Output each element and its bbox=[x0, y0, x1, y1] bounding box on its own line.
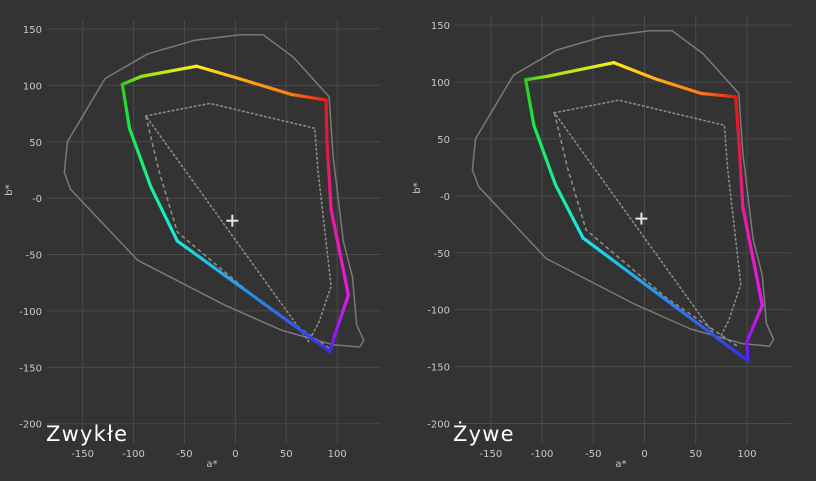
gamut-segment bbox=[140, 64, 199, 78]
gamut-segment bbox=[233, 75, 293, 97]
grid bbox=[47, 20, 381, 444]
dashed-gamut-outline bbox=[553, 112, 740, 348]
x-tick-label: -150 bbox=[480, 449, 503, 460]
gamut-segment bbox=[745, 303, 764, 344]
x-tick-label: -100 bbox=[531, 449, 554, 460]
gamut-segment bbox=[553, 182, 585, 240]
y-tick-label: -100 bbox=[19, 307, 42, 318]
y-tick-label: -100 bbox=[427, 306, 450, 317]
x-tick-label: 100 bbox=[328, 449, 347, 460]
gamut-segment bbox=[328, 335, 336, 354]
gamut-segment bbox=[289, 92, 328, 102]
x-tick-label: 0 bbox=[232, 449, 238, 460]
gamut-segment bbox=[737, 137, 745, 209]
grid bbox=[455, 16, 791, 444]
gamut-segment bbox=[741, 205, 764, 307]
y-tick-label: -150 bbox=[427, 363, 450, 374]
panel-label: Żywe bbox=[453, 421, 515, 446]
x-tick-label: 50 bbox=[280, 449, 293, 460]
reference-gamut-outline bbox=[471, 30, 775, 347]
reference-gamut-outline bbox=[63, 33, 365, 348]
gamut-segment bbox=[325, 140, 333, 212]
y-tick-label: 150 bbox=[431, 21, 450, 32]
y-tick-label: 50 bbox=[29, 138, 42, 149]
x-tick-label: 0 bbox=[641, 449, 647, 460]
chart-panel-2: -150 -100 -50 0 50 100 150 100 50 -0 -50 -100 -150 -2… bbox=[412, 16, 791, 470]
gamut-segment bbox=[734, 95, 741, 141]
gamut-segment bbox=[745, 339, 750, 363]
panel-label: Zwykłe bbox=[46, 422, 128, 446]
gamut-segment bbox=[581, 236, 750, 363]
x-tick-label: 100 bbox=[737, 449, 756, 460]
white-point-marker bbox=[635, 212, 648, 225]
x-tick-label: -150 bbox=[71, 449, 94, 460]
x-axis-label: a* bbox=[206, 459, 217, 470]
y-axis-label: b* bbox=[4, 184, 15, 195]
gamut-segment bbox=[653, 77, 703, 96]
dotted-gamut-outline bbox=[553, 99, 742, 342]
gamut-segment bbox=[532, 123, 557, 187]
x-tick-label: 50 bbox=[689, 449, 702, 460]
gamut-segment bbox=[127, 126, 153, 189]
x-tick-label: -50 bbox=[176, 449, 192, 460]
gamut-segment bbox=[524, 78, 536, 127]
gamut-segment bbox=[699, 91, 738, 99]
y-tick-label: -0 bbox=[32, 194, 42, 205]
y-tick-label: -50 bbox=[26, 251, 42, 262]
y-tick-label: 150 bbox=[23, 25, 42, 36]
display-gamut bbox=[120, 64, 351, 354]
gamut-segment bbox=[545, 61, 616, 78]
gamut-segment bbox=[332, 293, 351, 339]
x-tick-label: -100 bbox=[122, 449, 145, 460]
y-axis-label: b* bbox=[412, 182, 423, 193]
y-tick-label: 100 bbox=[23, 81, 42, 92]
gamut-segment bbox=[120, 82, 132, 130]
y-tick-label: -200 bbox=[427, 420, 450, 431]
y-tick-label: -150 bbox=[19, 363, 42, 374]
y-tick-label: 100 bbox=[431, 78, 450, 89]
chart-panel-1: -150 -100 -50 0 50 100 150 100 50 -0 -50 -100 -150 -2… bbox=[4, 20, 381, 470]
x-tick-label: -50 bbox=[585, 449, 601, 460]
dotted-gamut-outline bbox=[144, 102, 332, 343]
gamut-segment bbox=[324, 98, 329, 144]
y-tick-label: -200 bbox=[19, 420, 42, 431]
y-tick-label: 50 bbox=[437, 135, 450, 146]
y-tick-label: -50 bbox=[434, 249, 450, 260]
gamut-segment bbox=[149, 185, 179, 243]
gamut-segment bbox=[524, 74, 549, 82]
display-gamut bbox=[524, 61, 764, 363]
gamut-segment bbox=[612, 61, 657, 81]
gamut-segment bbox=[329, 207, 351, 297]
y-tick-label: -0 bbox=[440, 192, 450, 203]
x-axis-label: a* bbox=[615, 459, 626, 470]
white-point-marker bbox=[226, 214, 239, 227]
gamut-segment bbox=[175, 239, 332, 354]
gamut-segment bbox=[195, 64, 237, 80]
gamut-segment bbox=[120, 74, 144, 86]
